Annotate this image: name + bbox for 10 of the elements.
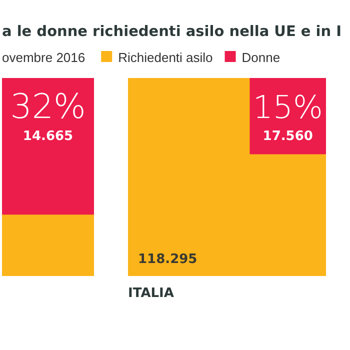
text: ovembre 2016 xyxy=(2,50,86,65)
legend-label: Richiedenti asilo xyxy=(118,50,213,65)
text: 15% xyxy=(252,90,323,126)
text: a le donne richiedenti asilo nella UE e in I xyxy=(2,24,342,40)
text: 32% xyxy=(10,87,86,127)
category-label: ITALIA xyxy=(128,286,174,301)
legend-label: Donne xyxy=(242,50,280,65)
data-label: 17.560 xyxy=(262,129,313,144)
data-label: 118.295 xyxy=(138,252,198,267)
data-label: 14.665 xyxy=(22,129,74,144)
